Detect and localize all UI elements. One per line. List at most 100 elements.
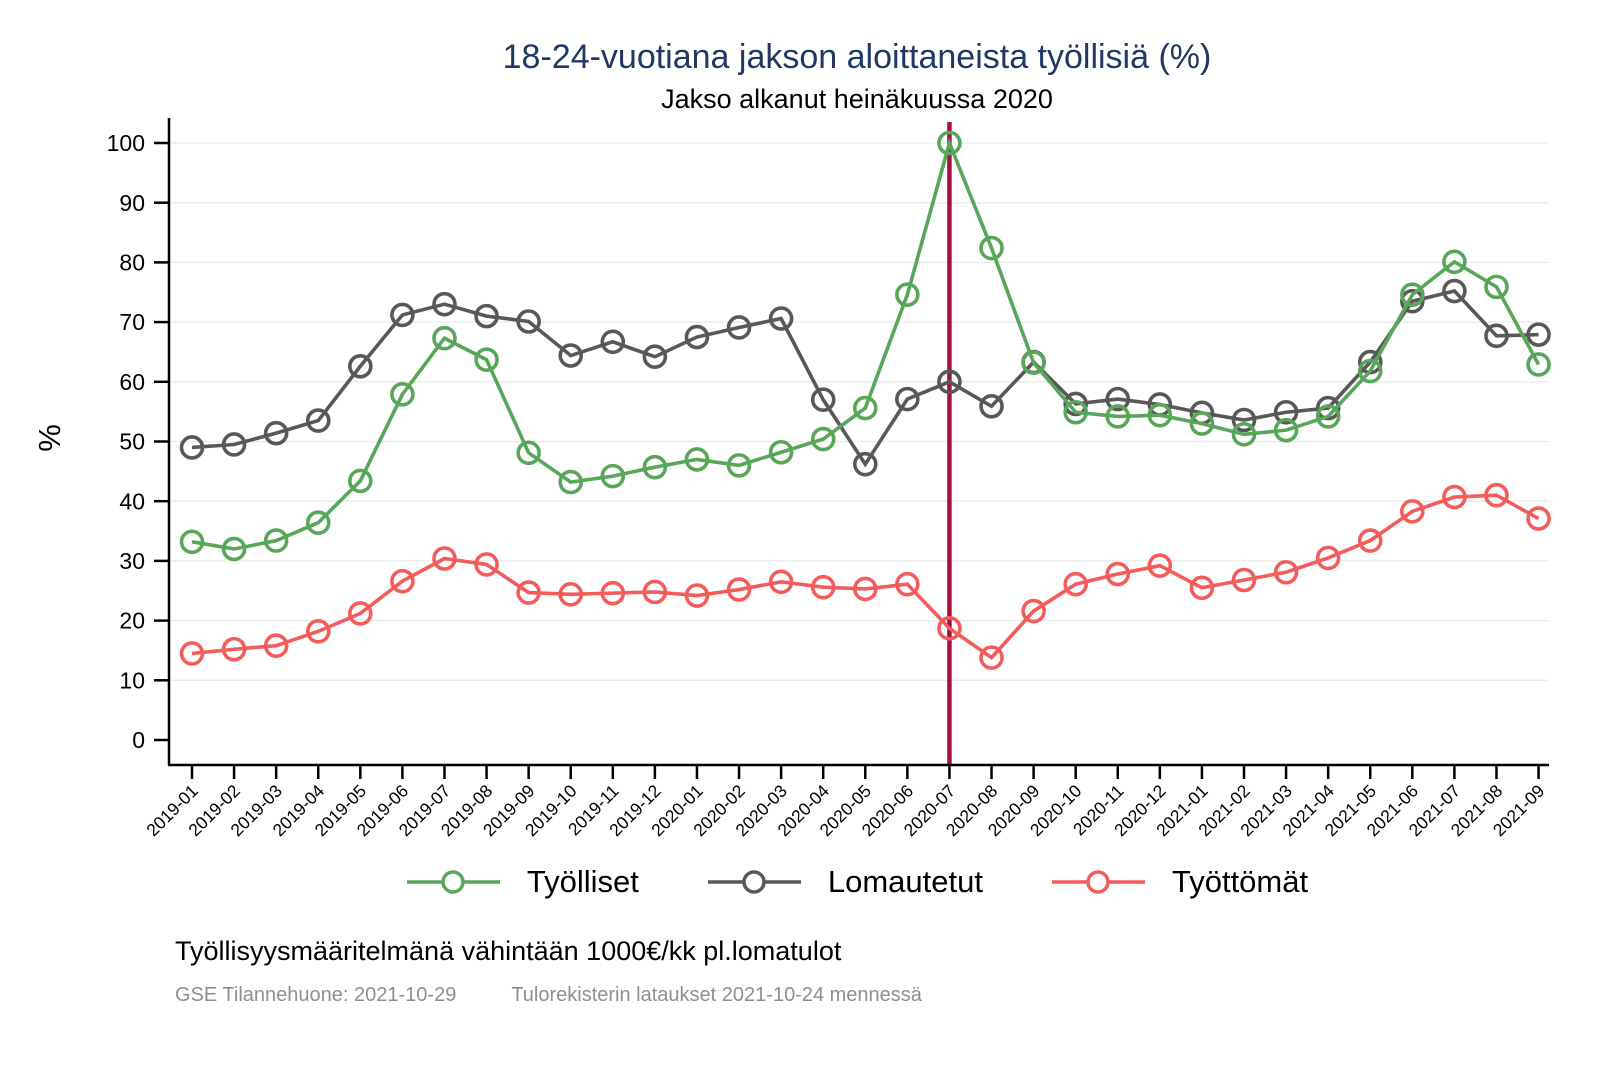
data-point [642,454,668,480]
data-point [1105,561,1131,587]
data-point [305,408,331,433]
data-point [558,343,584,368]
data-point [1147,553,1173,578]
data-point [937,616,962,641]
series-tyottomät [179,482,1551,670]
data-point [1315,545,1341,571]
data-point [348,353,373,379]
data-point [600,463,626,489]
data-point [1526,506,1551,531]
tyolliset-line-marker-icon [406,870,500,894]
data-point [726,315,752,340]
data-point [390,382,415,407]
data-point [558,469,584,495]
data-point [810,574,836,600]
data-point [852,451,878,477]
data-point [895,386,920,412]
data-point [895,282,920,307]
data-point [179,435,205,460]
data-point [1147,402,1173,428]
y-tick-label: 20 [119,608,145,634]
data-point [263,528,289,553]
y-tick-label: 0 [132,727,145,753]
data-point [558,582,584,607]
legend: Työlliset Lomautetut Työttömät [165,864,1549,900]
data-point [1231,422,1257,447]
legend-item-lomautetut: Lomautetut [707,864,983,900]
data-point [600,580,626,606]
y-tick-label: 80 [119,249,145,275]
data-point [1273,417,1299,443]
y-tick-label: 70 [119,309,145,335]
data-point [1273,399,1299,425]
data-point [726,577,752,602]
data-point [221,536,247,562]
data-point [1400,499,1425,524]
data-point [684,583,710,608]
data-point [1526,352,1551,377]
data-point [432,546,457,571]
data-point [1315,404,1341,429]
data-point [1400,288,1425,314]
data-point [1442,278,1467,304]
data-point [1189,411,1215,436]
series-lomautetut [179,278,1551,477]
data-point [768,439,794,465]
legend-item-tyolliset: Työlliset [406,864,639,900]
data-point [474,552,499,577]
data-point [305,619,331,644]
source-line: GSE Tilannehuone: 2021-10-29 Tulorekiste… [175,984,922,1007]
data-point [516,309,541,334]
data-point [937,130,962,156]
y-tick-label: 60 [119,369,145,395]
data-point [516,580,541,605]
data-point [1400,282,1425,307]
data-point [1021,350,1046,375]
data-point [474,303,499,329]
data-point [810,426,836,452]
data-point [221,432,247,457]
legend-label: Lomautetut [827,864,983,899]
data-point [1189,575,1215,601]
data-point [305,510,331,535]
data-point [474,347,499,373]
data-point [263,633,289,658]
data-point [1063,571,1088,597]
source-left: GSE Tilannehuone: 2021-10-29 [175,984,457,1006]
footnote: Työllisyysmääritelmänä vähintään 1000€/k… [175,936,842,966]
series-tyolliset [179,130,1551,562]
y-tick-label: 40 [119,488,145,514]
data-point [348,601,373,626]
source-right: Tulorekisterin lataukset 2021-10-24 menn… [511,984,922,1006]
data-point [937,369,962,395]
data-point [1273,559,1299,585]
data-point [390,302,415,328]
data-point [1357,528,1383,553]
legend-label: Työlliset [526,864,639,899]
data-point [1021,598,1046,624]
data-point [684,324,710,350]
data-point [432,325,457,351]
data-point [1231,407,1257,433]
data-point [179,529,205,555]
legend-label: Työttömät [1171,864,1309,899]
series-line [191,493,1540,660]
data-point [1231,567,1257,593]
data-point [1526,322,1551,347]
data-point [684,447,710,472]
data-point [348,468,373,494]
y-tick-label: 30 [119,548,145,574]
y-tick-label: 100 [107,130,145,156]
lomautetut-line-marker-icon [707,870,801,894]
data-point [979,393,1004,419]
data-point [1357,358,1383,384]
chart-subtitle: Jakso alkanut heinäkuussa 2020 [661,84,1053,114]
data-point [432,291,457,317]
data-point [1484,274,1509,300]
data-point [221,636,247,662]
data-point [1063,399,1088,425]
data-point [852,576,878,602]
series-line [191,289,1539,468]
data-point [979,645,1004,670]
